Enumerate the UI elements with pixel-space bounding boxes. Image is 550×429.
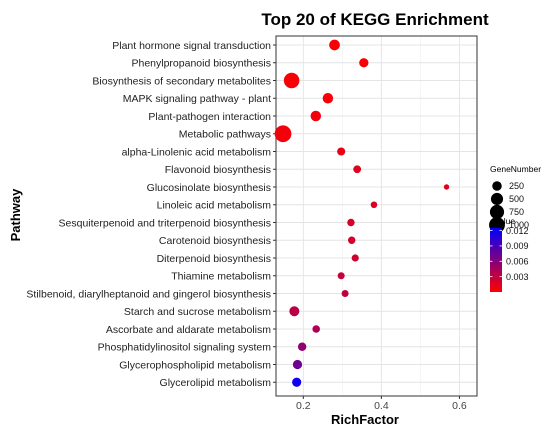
y-tick-label: Ascorbate and aldarate metabolism — [106, 324, 271, 336]
size-legend-key — [492, 181, 502, 191]
y-tick-label: Glycerophospholipid metabolism — [119, 359, 271, 371]
data-point — [292, 377, 302, 387]
data-point — [348, 236, 356, 244]
data-point — [289, 306, 300, 317]
y-tick-label: Metabolic pathways — [179, 129, 271, 141]
plot-panel — [276, 36, 477, 396]
x-tick-label: 0.2 — [296, 400, 311, 412]
data-point — [337, 272, 345, 280]
size-legend-title: GeneNumber — [490, 164, 541, 174]
size-legend-label: 250 — [509, 181, 524, 191]
data-point — [351, 254, 359, 262]
chart-title: Top 20 of KEGG Enrichment — [261, 10, 489, 29]
data-point — [283, 72, 300, 89]
data-point — [370, 201, 378, 209]
color-legend-title: qvalue — [490, 216, 515, 226]
x-axis-label: RichFactor — [331, 412, 399, 427]
data-point — [341, 290, 349, 297]
data-point — [337, 147, 346, 156]
data-point — [329, 39, 340, 51]
y-tick-label: Plant hormone signal transduction — [112, 40, 271, 52]
y-tick-label: Phenylpropanoid biosynthesis — [131, 58, 271, 70]
y-axis-label: Pathway — [8, 188, 23, 242]
color-legend-bar — [490, 228, 502, 292]
color-legend-label: 0.012 — [506, 226, 529, 236]
y-tick-label: Diterpenoid biosynthesis — [157, 253, 271, 265]
data-point — [347, 218, 355, 227]
x-tick-label: 0.6 — [452, 400, 467, 412]
size-legend-key — [489, 204, 505, 220]
plot-area — [275, 35, 478, 397]
data-point — [359, 58, 369, 68]
y-tick-label: Plant-pathogen interaction — [148, 111, 271, 123]
y-tick-label: Phosphatidylinositol signaling system — [98, 342, 272, 354]
data-point — [292, 359, 303, 370]
x-tick-labels: 0.2 0.4 0.6 — [296, 396, 467, 412]
y-tick-label: Biosynthesis of secondary metabolites — [92, 75, 271, 87]
y-tick-labels: Plant hormone signal transduction Phenylp… — [26, 40, 276, 389]
data-points — [274, 39, 450, 387]
color-legend-label: 0.009 — [506, 241, 529, 251]
y-tick-label: Carotenoid biosynthesis — [159, 235, 271, 247]
y-tick-label: Stilbenoid, diarylheptanoid and gingerol… — [26, 288, 271, 300]
data-point — [443, 184, 450, 190]
size-legend-label: 1000 — [509, 220, 529, 230]
data-point — [322, 93, 334, 104]
color-legend-label: 0.006 — [506, 256, 529, 266]
y-tick-label: Starch and sucrose metabolism — [124, 306, 271, 318]
size-legend-key — [490, 192, 504, 206]
y-tick-label: Flavonoid biosynthesis — [165, 164, 271, 176]
size-legend-label: 500 — [509, 194, 524, 204]
y-tick-label: Linoleic acid metabolism — [157, 200, 272, 212]
color-legend-label: 0.003 — [506, 272, 529, 282]
y-tick-label: Glucosinolate biosynthesis — [147, 182, 271, 194]
data-point — [274, 125, 292, 143]
data-point — [353, 165, 362, 174]
data-point — [310, 110, 322, 122]
y-tick-label: Glycerolipid metabolism — [160, 377, 272, 389]
x-tick-label: 0.4 — [374, 400, 389, 412]
y-tick-label: MAPK signaling pathway - plant — [123, 93, 271, 105]
plot-border — [275, 35, 478, 397]
data-point — [312, 325, 320, 333]
y-tick-label: Sesquiterpenoid and triterpenoid biosynt… — [59, 217, 271, 229]
y-tick-label: alpha-Linolenic acid metabolism — [122, 146, 272, 158]
size-legend-label: 750 — [509, 207, 524, 217]
data-point — [297, 342, 307, 351]
y-tick-label: Thiamine metabolism — [171, 271, 271, 283]
